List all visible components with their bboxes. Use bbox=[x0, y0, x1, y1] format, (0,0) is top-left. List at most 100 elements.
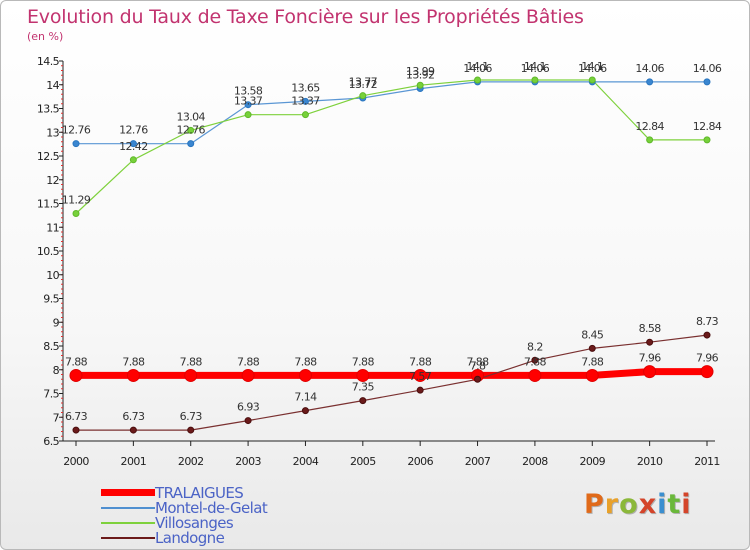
x-tick-label: 2011 bbox=[694, 455, 720, 468]
series-line-villosanges bbox=[75, 79, 707, 214]
data-point-tralaigues bbox=[356, 368, 370, 382]
y-tick-label: 6.5 bbox=[43, 435, 59, 448]
data-label-montel-de-gelat: 13.65 bbox=[291, 81, 320, 94]
y-tick-label: 7.5 bbox=[43, 388, 59, 401]
data-label-landogne: 6.73 bbox=[180, 410, 203, 423]
data-label-montel-de-gelat: 13.92 bbox=[406, 69, 435, 82]
data-point-villosanges bbox=[187, 126, 195, 134]
chart-title: Evolution du Taux de Taxe Foncière sur l… bbox=[27, 6, 584, 28]
y-tick-label: 13.5 bbox=[37, 103, 60, 116]
data-point-landogne bbox=[474, 375, 482, 383]
data-point-tralaigues bbox=[126, 368, 140, 382]
data-point-tralaigues bbox=[528, 368, 542, 382]
data-label-villosanges: 13.99 bbox=[406, 65, 435, 78]
data-point-montel-de-gelat bbox=[129, 140, 137, 148]
brand-letter: o bbox=[619, 489, 639, 520]
x-tick-label: 2006 bbox=[407, 455, 433, 468]
data-point-villosanges bbox=[416, 81, 424, 89]
x-tick-label: 2008 bbox=[522, 455, 548, 468]
data-label-landogne: 6.93 bbox=[237, 401, 260, 414]
y-tick-label: 7 bbox=[53, 411, 60, 424]
data-label-montel-de-gelat: 12.76 bbox=[176, 124, 205, 137]
data-label-montel-de-gelat: 14.06 bbox=[578, 62, 607, 75]
data-point-villosanges bbox=[129, 156, 137, 164]
data-label-montel-de-gelat: 14.06 bbox=[635, 62, 664, 75]
data-point-villosanges bbox=[301, 111, 309, 119]
data-point-tralaigues bbox=[184, 368, 198, 382]
data-point-villosanges bbox=[244, 111, 252, 119]
data-point-villosanges bbox=[72, 209, 80, 217]
data-point-tralaigues bbox=[298, 368, 312, 382]
data-point-landogne bbox=[531, 356, 539, 364]
brand-letter: x bbox=[638, 489, 658, 520]
data-label-tralaigues: 7.96 bbox=[639, 352, 662, 365]
brand-letter: P bbox=[584, 489, 605, 520]
data-label-montel-de-gelat: 13.72 bbox=[349, 78, 378, 91]
x-tick-label: 2002 bbox=[178, 455, 204, 468]
data-label-tralaigues: 7.88 bbox=[352, 355, 375, 368]
data-label-landogne: 8.45 bbox=[581, 328, 604, 341]
data-point-landogne bbox=[359, 397, 367, 405]
legend: TRALAIGUES Montel-de-Gelat Villosanges L… bbox=[101, 484, 361, 547]
series-layer bbox=[69, 76, 714, 434]
legend-swatch-montel-de-gelat bbox=[101, 507, 155, 509]
data-label-landogne: 8.73 bbox=[696, 315, 719, 328]
data-point-landogne bbox=[703, 331, 711, 339]
data-label-tralaigues: 7.88 bbox=[581, 355, 604, 368]
data-point-landogne bbox=[187, 426, 195, 434]
data-label-landogne: 7.35 bbox=[352, 381, 375, 394]
y-tick-label: 9.5 bbox=[43, 293, 59, 306]
data-point-villosanges bbox=[646, 136, 654, 144]
data-point-villosanges bbox=[588, 76, 596, 84]
data-label-villosanges: 13.77 bbox=[349, 76, 378, 89]
y-tick-label: 8 bbox=[53, 364, 60, 377]
brand-letter: r bbox=[604, 489, 620, 520]
data-label-tralaigues: 7.88 bbox=[466, 355, 489, 368]
data-label-villosanges: 12.42 bbox=[119, 140, 148, 153]
data-point-villosanges bbox=[531, 76, 539, 84]
y-tick-label: 14 bbox=[46, 79, 59, 92]
data-point-tralaigues bbox=[413, 368, 427, 382]
y-tick-label: 12.5 bbox=[37, 150, 60, 163]
series-line-montel-de-gelat bbox=[76, 81, 707, 145]
legend-label-montel-de-gelat: Montel-de-Gelat bbox=[155, 499, 268, 517]
data-point-tralaigues bbox=[69, 368, 83, 382]
data-label-tralaigues: 7.88 bbox=[294, 355, 317, 368]
data-point-montel-de-gelat bbox=[187, 140, 195, 148]
data-point-montel-de-gelat bbox=[72, 140, 80, 148]
x-tick-label: 2003 bbox=[235, 455, 261, 468]
data-label-villosanges: 14.1 bbox=[581, 60, 603, 73]
data-label-tralaigues: 7.88 bbox=[122, 355, 145, 368]
x-tick-label: 2004 bbox=[293, 455, 319, 468]
data-label-tralaigues: 7.88 bbox=[180, 355, 203, 368]
y-tick-label: 10 bbox=[46, 269, 59, 282]
data-point-montel-de-gelat bbox=[244, 101, 252, 109]
series-line-landogne bbox=[76, 334, 708, 431]
brand-letter: i bbox=[657, 489, 668, 520]
legend-item-landogne: Landogne bbox=[101, 529, 361, 547]
data-label-montel-de-gelat: 14.06 bbox=[693, 62, 722, 75]
data-label-landogne: 7.8 bbox=[470, 359, 486, 372]
data-label-montel-de-gelat: 13.58 bbox=[234, 85, 263, 98]
data-point-villosanges bbox=[474, 76, 482, 84]
series-line-tralaigues bbox=[76, 368, 707, 379]
data-point-landogne bbox=[646, 338, 654, 346]
y-tick-label: 14.5 bbox=[37, 55, 60, 68]
legend-label-landogne: Landogne bbox=[155, 529, 225, 547]
data-label-villosanges: 14.1 bbox=[524, 60, 546, 73]
data-label-villosanges: 12.84 bbox=[693, 120, 722, 133]
data-label-tralaigues: 7.88 bbox=[65, 355, 88, 368]
data-label-tralaigues: 7.88 bbox=[409, 355, 432, 368]
data-label-villosanges: 11.29 bbox=[62, 193, 91, 206]
data-label-montel-de-gelat: 12.76 bbox=[62, 124, 91, 137]
data-label-villosanges: 13.37 bbox=[291, 95, 320, 108]
data-label-landogne: 8.58 bbox=[639, 322, 662, 335]
brand-letter: t bbox=[667, 489, 682, 520]
data-point-landogne bbox=[72, 426, 80, 434]
data-label-landogne: 7.57 bbox=[409, 370, 432, 383]
y-tick-label: 9 bbox=[53, 316, 60, 329]
data-point-tralaigues bbox=[241, 368, 255, 382]
x-tick-label: 2005 bbox=[350, 455, 376, 468]
data-label-villosanges: 13.37 bbox=[234, 95, 263, 108]
